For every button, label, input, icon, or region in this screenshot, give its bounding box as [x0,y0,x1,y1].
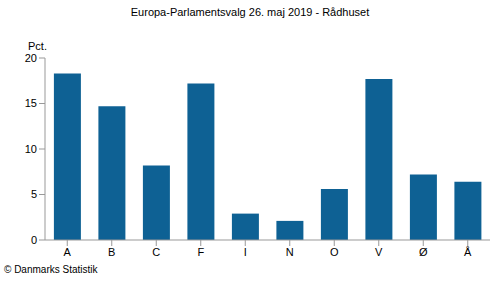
svg-text:V: V [375,246,383,258]
svg-text:A: A [64,246,72,258]
html-text:© Danmarks Statistik: © Danmarks Statistik [4,264,98,275]
html-text:Europa-Parlamentsvalg 26. maj: Europa-Parlamentsvalg 26. maj 2019 - Råd… [130,6,370,18]
svg-text:F: F [197,246,204,258]
svg-text:Å: Å [464,246,472,258]
svg-text:O: O [330,246,339,258]
svg-text:I: I [244,246,247,258]
svg-text:20: 20 [25,52,37,64]
svg-text:5: 5 [31,188,37,200]
svg-text:10: 10 [25,143,37,155]
html-text:Pct.: Pct. [28,40,47,52]
svg-text:15: 15 [25,97,37,109]
svg-text:Ø: Ø [419,246,428,258]
svg-text:0: 0 [31,234,37,246]
svg-text:C: C [152,246,160,258]
svg-text:N: N [286,246,294,258]
svg-text:B: B [108,246,115,258]
